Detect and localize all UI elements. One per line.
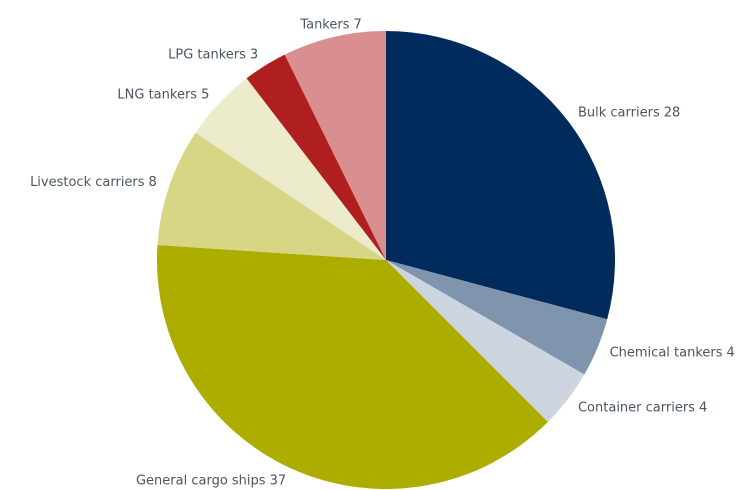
- pie-slice: [386, 260, 585, 422]
- slice-label: Bulk carriers 28: [578, 105, 680, 120]
- slice-label-name: LPG tankers: [168, 47, 246, 62]
- slice-label-value: 8: [149, 175, 157, 190]
- slice-label: General cargo ships 37: [136, 473, 286, 488]
- slice-label: Container carriers 4: [578, 400, 707, 415]
- slice-label-name: Tankers: [299, 17, 349, 32]
- pie-slice: [156, 245, 548, 489]
- slice-label-value: 7: [354, 17, 362, 32]
- slice-label-value: 4: [727, 345, 735, 360]
- pie-slice: [195, 78, 386, 260]
- pie-slice: [386, 31, 615, 320]
- slice-label-value: 28: [664, 105, 681, 120]
- slice-label: Livestock carriers 8: [30, 175, 157, 190]
- slice-label: Tankers 7: [299, 17, 361, 32]
- pie-slice: [157, 132, 386, 260]
- slice-label-value: 37: [270, 473, 287, 488]
- pie-slice: [246, 54, 386, 260]
- slice-label-value: 4: [699, 400, 707, 415]
- slice-label-name: Livestock carriers: [30, 175, 145, 190]
- slice-label-value: 3: [250, 47, 258, 62]
- slice-label-value: 5: [201, 87, 209, 102]
- slice-label-name: Container carriers: [578, 400, 695, 415]
- slice-label-name: LNG tankers: [117, 87, 197, 102]
- pie-slice: [284, 31, 386, 260]
- slice-label: LNG tankers 5: [117, 87, 209, 102]
- slice-label-name: Chemical tankers: [610, 345, 723, 360]
- pie-slice: [386, 260, 608, 375]
- slice-label: LPG tankers 3: [168, 47, 258, 62]
- slice-label-name: General cargo ships: [136, 473, 266, 488]
- slice-label-name: Bulk carriers: [578, 105, 660, 120]
- slice-label: Chemical tankers 4: [610, 345, 735, 360]
